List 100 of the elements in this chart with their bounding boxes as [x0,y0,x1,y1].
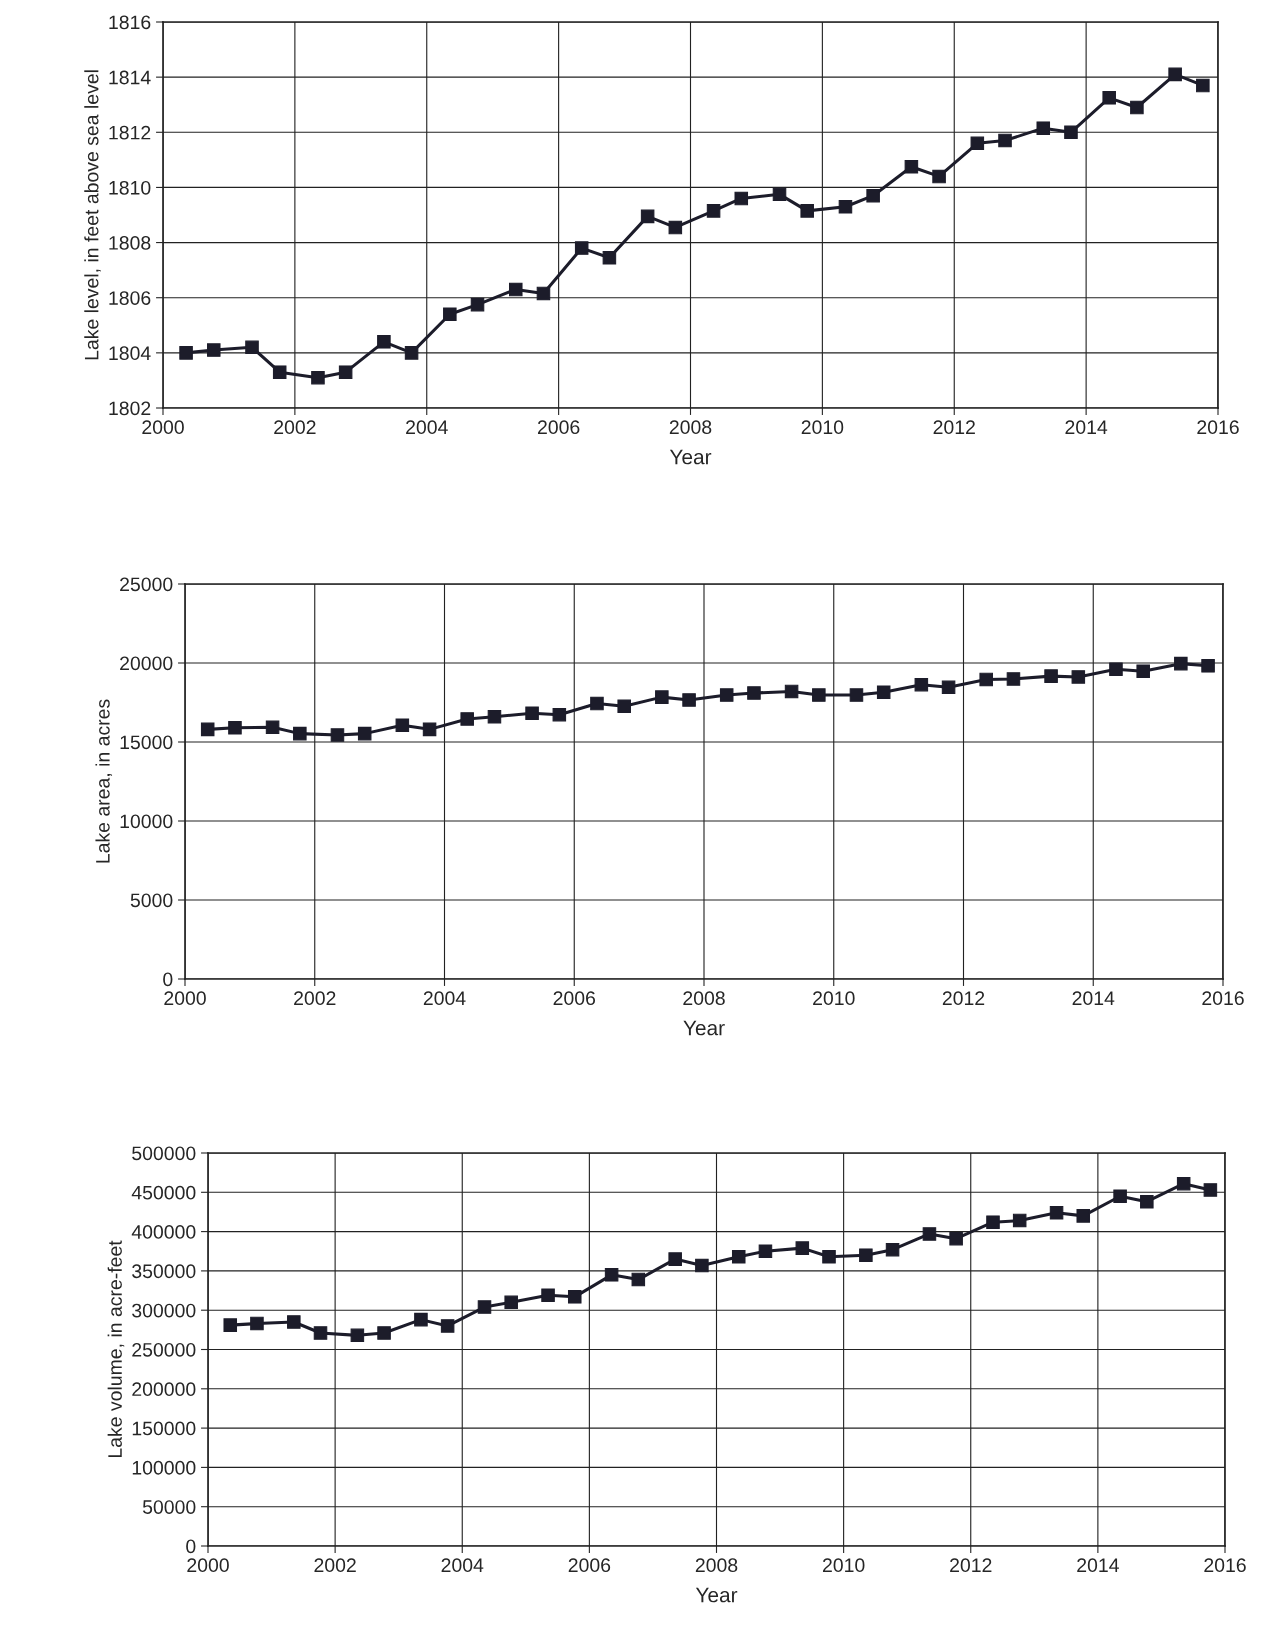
y-tick-label: 1810 [109,180,151,195]
point [536,286,551,301]
x-tick-label: 2006 [568,1558,611,1573]
point [1012,1213,1027,1228]
x-tick-label: 2008 [669,420,712,435]
point [731,1249,746,1264]
point [800,204,814,218]
point [207,343,221,357]
point [734,191,749,206]
point [1036,121,1051,135]
point [655,690,669,704]
x-tick-label: 2006 [537,420,580,435]
point [477,1300,492,1314]
x-axis-title: Year [695,1587,738,1603]
point [1006,672,1021,686]
point [772,187,787,202]
y-tick-label: 300000 [132,1303,196,1318]
x-tick-label: 2012 [933,420,975,435]
x-tick-label: 2000 [142,420,184,435]
x-tick-label: 2004 [423,991,466,1006]
point [395,718,410,733]
point [986,1215,1000,1229]
point [1044,669,1058,683]
point [287,1315,301,1329]
point [350,1328,365,1343]
point [1203,1183,1218,1197]
y-tick-label: 250000 [132,1342,196,1357]
point [668,220,683,235]
point [1196,78,1210,93]
point [795,1241,810,1255]
point [313,1326,328,1340]
point [293,726,307,741]
point [1064,125,1078,140]
point [812,688,826,702]
point [682,693,696,707]
x-tick-label: 2014 [1077,1558,1119,1573]
point [460,712,474,726]
x-tick-label: 2014 [1065,420,1108,435]
point [552,707,567,722]
point [859,1248,873,1262]
y-tick-label: 1808 [109,236,151,250]
x-tick-label: 2002 [294,991,336,1006]
point [567,1290,582,1304]
point [357,726,372,741]
point [1109,662,1123,676]
point [979,672,993,687]
point [838,199,853,214]
point [949,1231,963,1246]
x-tick-label: 2000 [187,1558,229,1573]
point [265,720,280,735]
y-tick-label: 350000 [132,1264,196,1279]
point [422,722,437,737]
y-tick-label: 1814 [109,70,151,85]
point [330,728,345,742]
point [914,677,929,692]
point [1201,659,1215,673]
point [1102,91,1116,105]
y-tick-label: 1802 [109,401,151,416]
point [998,133,1012,148]
point [706,204,721,218]
y-tick-label: 200000 [132,1382,196,1397]
y-tick-label: 400000 [131,1225,196,1239]
x-tick-label: 2012 [950,1558,992,1573]
y-tick-label: 1812 [109,125,151,140]
point [604,1268,619,1282]
y-tick-label: 150000 [132,1421,196,1436]
y-axis-title: Lake volume, in acre-feet [107,1240,125,1458]
point [849,688,864,702]
x-tick-label: 2010 [822,1558,865,1573]
point [440,1319,455,1333]
point [640,209,655,224]
point [617,699,631,714]
point [784,684,799,699]
point [541,1288,555,1303]
x-tick-label: 2016 [1204,1558,1246,1573]
y-tick-label: 0 [186,1539,196,1554]
x-tick-label: 2002 [314,1558,356,1573]
point [822,1249,836,1264]
x-tick-label: 2008 [683,991,725,1006]
point [695,1258,709,1273]
point [866,188,880,203]
y-tick-label: 100000 [132,1460,196,1475]
point [1168,67,1182,82]
point [414,1312,428,1327]
point [228,721,242,735]
point [272,365,287,379]
point [1076,1209,1091,1223]
y-tick-label: 25000 [120,577,173,592]
y-axis-title: Lake level, in feet above sea level [84,70,101,360]
point [487,709,502,724]
point [1071,670,1086,684]
x-tick-label: 2000 [164,991,206,1006]
y-axis-title: Lake area, in acres [95,699,113,863]
point [250,1316,264,1331]
point [590,696,604,711]
point [668,1252,682,1266]
y-tick-label: 1806 [109,291,151,305]
point [574,241,589,255]
y-tick-label: 0 [163,972,173,987]
x-tick-label: 2010 [801,420,844,435]
